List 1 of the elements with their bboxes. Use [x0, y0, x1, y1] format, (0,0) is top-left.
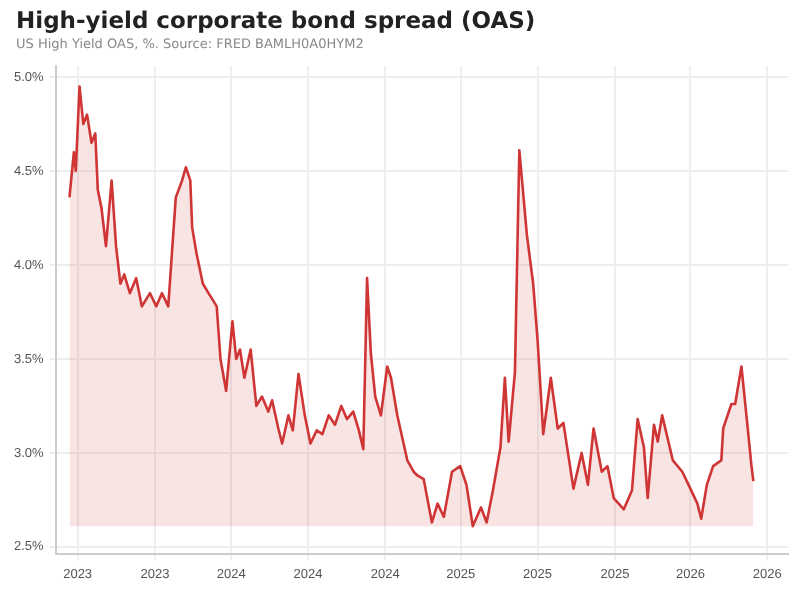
chart-title: High-yield corporate bond spread (OAS) [16, 6, 536, 34]
